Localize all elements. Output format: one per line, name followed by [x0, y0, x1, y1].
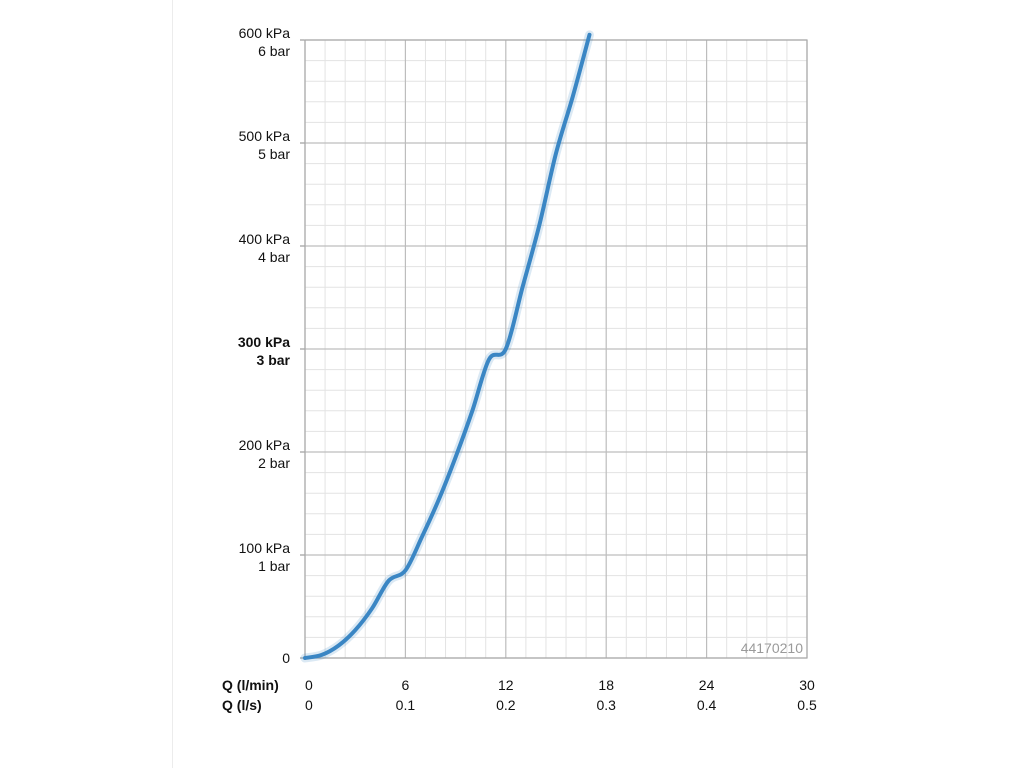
y-tick-label: 2 bar [258, 455, 290, 471]
y-tick-label: 200 kPa [239, 437, 291, 453]
page-divider [172, 0, 173, 768]
series-line-halo [300, 30, 594, 663]
x-tick-label: 0.1 [396, 697, 416, 713]
product-code-label: 44170210 [741, 640, 804, 656]
x-tick-label: 6 [402, 677, 410, 693]
y-axis-labels: 0 100 kPa 1 bar 200 kPa 2 bar 300 kPa 3 bar 400… [238, 25, 291, 666]
plot-frame [304, 39, 808, 659]
x-axis-name: Q (l/s) [222, 697, 262, 713]
series-layer [300, 30, 594, 663]
x-tick-label: 18 [598, 677, 614, 693]
x-tick-label: 30 [799, 677, 815, 693]
x-tick-label: 0.5 [797, 697, 817, 713]
x-tick-label: 0.2 [496, 697, 516, 713]
y-tick-label: 4 bar [258, 249, 290, 265]
x-axis-labels: Q (l/min) 0 6 12 18 24 30 Q (l/s) 0 0.1 0.2 0.3 0.4 0… [222, 677, 817, 713]
y-tick-label: 300 kPa [238, 334, 290, 350]
y-tick-label: 500 kPa [239, 128, 291, 144]
y-tick-label: 5 bar [258, 146, 290, 162]
x-axis-name: Q (l/min) [222, 677, 279, 693]
x-tick-label: 24 [699, 677, 715, 693]
x-tick-label: 0.4 [697, 697, 717, 713]
y-tick-label: 6 bar [258, 43, 290, 59]
y-tick-label: 1 bar [258, 558, 290, 574]
x-tick-label: 0.3 [596, 697, 616, 713]
y-tick-label: 600 kPa [239, 25, 291, 41]
series-line [303, 32, 592, 660]
x-tick-label: 12 [498, 677, 514, 693]
x-tick-label: 0 [305, 677, 313, 693]
y-tick-label: 0 [282, 650, 290, 666]
y-tick-label: 3 bar [257, 352, 291, 368]
y-tick-label: 400 kPa [239, 231, 291, 247]
y-tick-label: 100 kPa [239, 540, 291, 556]
x-tick-label: 0 [305, 697, 313, 713]
major-grid [300, 39, 808, 659]
